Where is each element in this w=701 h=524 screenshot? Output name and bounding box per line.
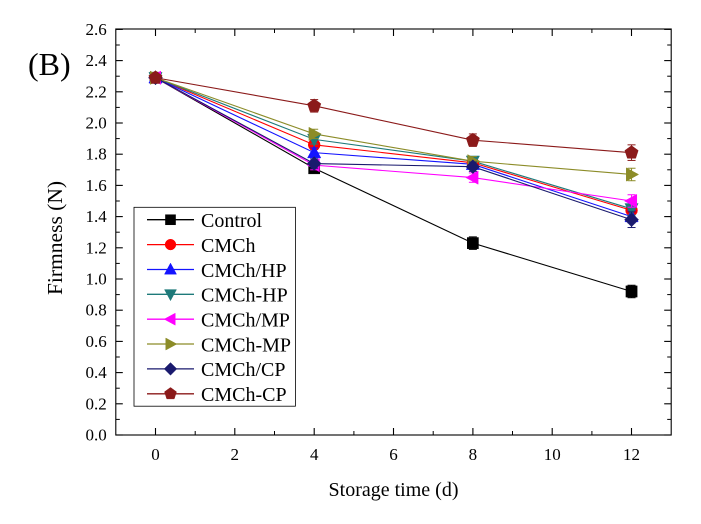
svg-text:Storage time (d): Storage time (d) xyxy=(329,479,459,501)
svg-text:CMCh/HP: CMCh/HP xyxy=(201,260,287,282)
svg-text:0: 0 xyxy=(151,445,160,464)
svg-text:CMCh/MP: CMCh/MP xyxy=(201,310,290,332)
svg-text:CMCh-HP: CMCh-HP xyxy=(201,285,288,307)
svg-text:2.0: 2.0 xyxy=(86,114,107,133)
svg-text:10: 10 xyxy=(544,445,561,464)
svg-text:0.4: 0.4 xyxy=(86,363,108,382)
svg-text:1.4: 1.4 xyxy=(86,207,108,226)
svg-text:0.6: 0.6 xyxy=(86,332,107,351)
svg-text:1.8: 1.8 xyxy=(86,145,107,164)
svg-text:Firmness (N): Firmness (N) xyxy=(43,181,67,295)
svg-text:(B): (B) xyxy=(28,46,71,82)
svg-text:1.6: 1.6 xyxy=(86,176,107,195)
svg-text:0.0: 0.0 xyxy=(86,426,107,445)
svg-text:2.4: 2.4 xyxy=(86,51,108,70)
svg-text:0.8: 0.8 xyxy=(86,301,107,320)
svg-text:1.2: 1.2 xyxy=(86,238,107,257)
svg-text:0.2: 0.2 xyxy=(86,394,107,413)
svg-text:1.0: 1.0 xyxy=(86,270,107,289)
svg-text:Control: Control xyxy=(201,210,263,232)
svg-text:2.6: 2.6 xyxy=(86,20,107,39)
svg-text:12: 12 xyxy=(623,445,640,464)
svg-text:6: 6 xyxy=(389,445,398,464)
svg-text:CMCh/CP: CMCh/CP xyxy=(201,359,285,381)
svg-text:2.2: 2.2 xyxy=(86,82,107,101)
svg-text:4: 4 xyxy=(310,445,319,464)
svg-text:8: 8 xyxy=(469,445,478,464)
svg-text:CMCh-MP: CMCh-MP xyxy=(201,334,291,356)
svg-text:CMCh-CP: CMCh-CP xyxy=(201,384,287,406)
svg-text:CMCh: CMCh xyxy=(201,235,255,257)
svg-text:2: 2 xyxy=(231,445,240,464)
